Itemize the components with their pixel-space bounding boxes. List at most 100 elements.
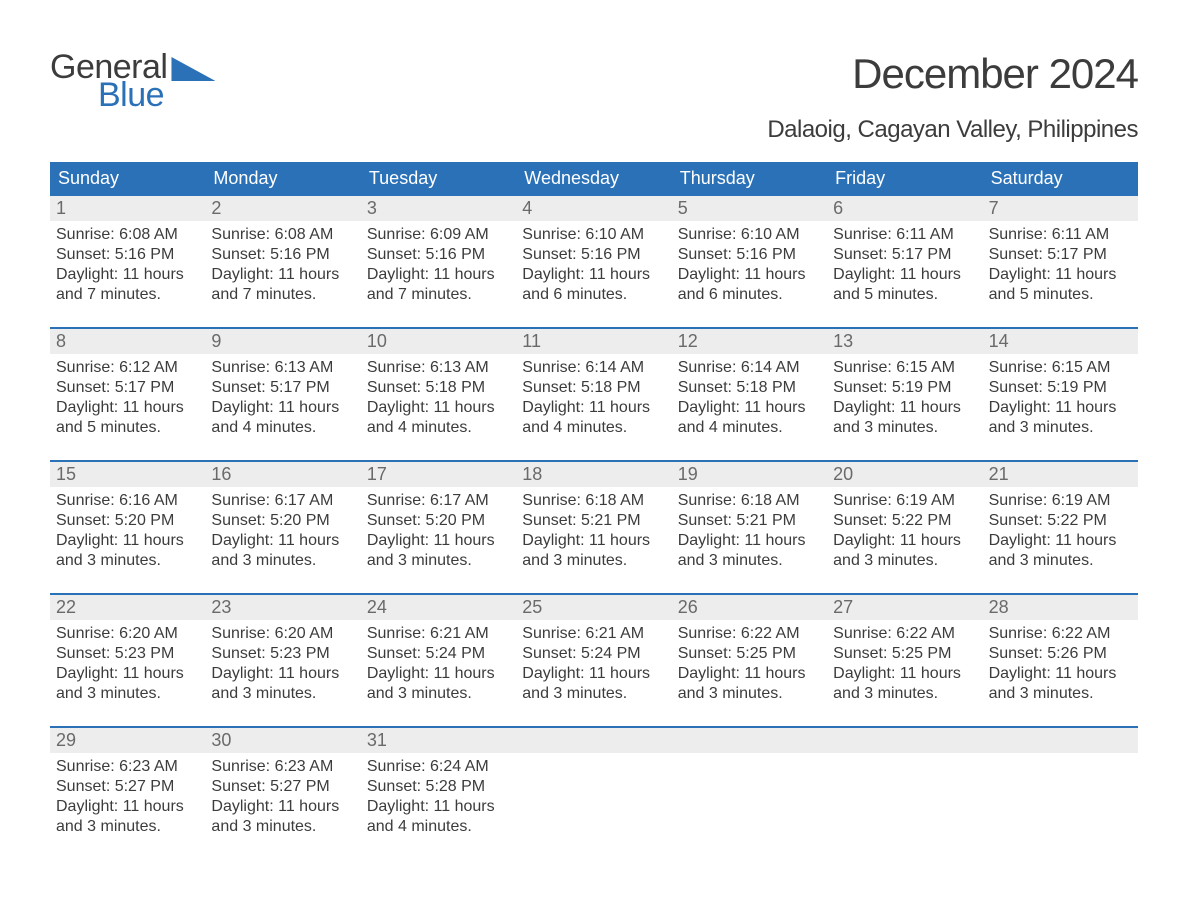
- day-cell: Sunrise: 6:16 AMSunset: 5:20 PMDaylight:…: [50, 487, 205, 579]
- daylight-line: Daylight: 11 hours and 4 minutes.: [678, 398, 821, 438]
- day-cell: Sunrise: 6:23 AMSunset: 5:27 PMDaylight:…: [50, 753, 205, 845]
- day-cell: Sunrise: 6:22 AMSunset: 5:25 PMDaylight:…: [827, 620, 982, 712]
- sunrise-line: Sunrise: 6:11 AM: [989, 225, 1132, 245]
- day-number: 12: [672, 329, 827, 354]
- day-cell: Sunrise: 6:22 AMSunset: 5:25 PMDaylight:…: [672, 620, 827, 712]
- sunrise-line: Sunrise: 6:15 AM: [833, 358, 976, 378]
- day-number: [516, 728, 671, 753]
- sunrise-line: Sunrise: 6:21 AM: [522, 624, 665, 644]
- sunset-line: Sunset: 5:24 PM: [522, 644, 665, 664]
- daylight-line: Daylight: 11 hours and 4 minutes.: [367, 797, 510, 837]
- day-number: 28: [983, 595, 1138, 620]
- sunset-line: Sunset: 5:22 PM: [833, 511, 976, 531]
- weekday-header: Saturday: [983, 162, 1138, 196]
- sunset-line: Sunset: 5:16 PM: [678, 245, 821, 265]
- sunset-line: Sunset: 5:16 PM: [522, 245, 665, 265]
- sunrise-line: Sunrise: 6:10 AM: [522, 225, 665, 245]
- day-number: 5: [672, 196, 827, 221]
- day-cell: Sunrise: 6:24 AMSunset: 5:28 PMDaylight:…: [361, 753, 516, 845]
- day-cell: Sunrise: 6:18 AMSunset: 5:21 PMDaylight:…: [672, 487, 827, 579]
- day-cell: Sunrise: 6:21 AMSunset: 5:24 PMDaylight:…: [516, 620, 671, 712]
- day-cell: Sunrise: 6:13 AMSunset: 5:17 PMDaylight:…: [205, 354, 360, 446]
- day-number-row: 15161718192021: [50, 462, 1138, 487]
- sunset-line: Sunset: 5:26 PM: [989, 644, 1132, 664]
- sunset-line: Sunset: 5:21 PM: [522, 511, 665, 531]
- daylight-line: Daylight: 11 hours and 3 minutes.: [56, 531, 199, 571]
- sunset-line: Sunset: 5:25 PM: [833, 644, 976, 664]
- daylight-line: Daylight: 11 hours and 6 minutes.: [678, 265, 821, 305]
- day-cell: Sunrise: 6:15 AMSunset: 5:19 PMDaylight:…: [827, 354, 982, 446]
- daylight-line: Daylight: 11 hours and 5 minutes.: [989, 265, 1132, 305]
- day-cell: [672, 753, 827, 845]
- day-cell: Sunrise: 6:17 AMSunset: 5:20 PMDaylight:…: [205, 487, 360, 579]
- sunrise-line: Sunrise: 6:08 AM: [211, 225, 354, 245]
- sunset-line: Sunset: 5:16 PM: [367, 245, 510, 265]
- sunset-line: Sunset: 5:27 PM: [56, 777, 199, 797]
- sunset-line: Sunset: 5:16 PM: [56, 245, 199, 265]
- day-content-row: Sunrise: 6:08 AMSunset: 5:16 PMDaylight:…: [50, 221, 1138, 313]
- sunrise-line: Sunrise: 6:23 AM: [56, 757, 199, 777]
- day-number: 29: [50, 728, 205, 753]
- day-number: 7: [983, 196, 1138, 221]
- daylight-line: Daylight: 11 hours and 3 minutes.: [367, 531, 510, 571]
- sunrise-line: Sunrise: 6:23 AM: [211, 757, 354, 777]
- sunset-line: Sunset: 5:20 PM: [367, 511, 510, 531]
- day-cell: Sunrise: 6:22 AMSunset: 5:26 PMDaylight:…: [983, 620, 1138, 712]
- day-number: 15: [50, 462, 205, 487]
- day-number: 3: [361, 196, 516, 221]
- sunrise-line: Sunrise: 6:21 AM: [367, 624, 510, 644]
- sunrise-line: Sunrise: 6:24 AM: [367, 757, 510, 777]
- day-cell: [983, 753, 1138, 845]
- sunset-line: Sunset: 5:17 PM: [989, 245, 1132, 265]
- day-number: 11: [516, 329, 671, 354]
- day-cell: Sunrise: 6:19 AMSunset: 5:22 PMDaylight:…: [827, 487, 982, 579]
- day-number-row: 22232425262728: [50, 595, 1138, 620]
- location-subtitle: Dalaoig, Cagayan Valley, Philippines: [767, 116, 1138, 144]
- sunset-line: Sunset: 5:17 PM: [56, 378, 199, 398]
- month-title: December 2024: [767, 50, 1138, 98]
- day-cell: Sunrise: 6:08 AMSunset: 5:16 PMDaylight:…: [205, 221, 360, 313]
- sunrise-line: Sunrise: 6:13 AM: [211, 358, 354, 378]
- daylight-line: Daylight: 11 hours and 3 minutes.: [989, 398, 1132, 438]
- sunset-line: Sunset: 5:19 PM: [833, 378, 976, 398]
- day-number-row: 1234567: [50, 196, 1138, 221]
- weekday-header: Thursday: [672, 162, 827, 196]
- sunset-line: Sunset: 5:19 PM: [989, 378, 1132, 398]
- day-cell: Sunrise: 6:11 AMSunset: 5:17 PMDaylight:…: [827, 221, 982, 313]
- sunrise-line: Sunrise: 6:17 AM: [367, 491, 510, 511]
- weekday-header: Monday: [205, 162, 360, 196]
- day-number: 30: [205, 728, 360, 753]
- day-number: 27: [827, 595, 982, 620]
- day-cell: Sunrise: 6:14 AMSunset: 5:18 PMDaylight:…: [672, 354, 827, 446]
- daylight-line: Daylight: 11 hours and 3 minutes.: [989, 664, 1132, 704]
- daylight-line: Daylight: 11 hours and 5 minutes.: [833, 265, 976, 305]
- sunrise-line: Sunrise: 6:20 AM: [211, 624, 354, 644]
- daylight-line: Daylight: 11 hours and 7 minutes.: [56, 265, 199, 305]
- sunrise-line: Sunrise: 6:13 AM: [367, 358, 510, 378]
- day-number: 25: [516, 595, 671, 620]
- sunset-line: Sunset: 5:28 PM: [367, 777, 510, 797]
- day-cell: Sunrise: 6:09 AMSunset: 5:16 PMDaylight:…: [361, 221, 516, 313]
- sunrise-line: Sunrise: 6:22 AM: [833, 624, 976, 644]
- sunrise-line: Sunrise: 6:20 AM: [56, 624, 199, 644]
- weekday-header: Wednesday: [516, 162, 671, 196]
- sunrise-line: Sunrise: 6:09 AM: [367, 225, 510, 245]
- day-content-row: Sunrise: 6:16 AMSunset: 5:20 PMDaylight:…: [50, 487, 1138, 579]
- day-cell: Sunrise: 6:10 AMSunset: 5:16 PMDaylight:…: [672, 221, 827, 313]
- day-number: 1: [50, 196, 205, 221]
- day-cell: Sunrise: 6:19 AMSunset: 5:22 PMDaylight:…: [983, 487, 1138, 579]
- sunset-line: Sunset: 5:20 PM: [56, 511, 199, 531]
- day-number-row: 891011121314: [50, 329, 1138, 354]
- daylight-line: Daylight: 11 hours and 5 minutes.: [56, 398, 199, 438]
- sunset-line: Sunset: 5:18 PM: [367, 378, 510, 398]
- sunrise-line: Sunrise: 6:22 AM: [678, 624, 821, 644]
- sunset-line: Sunset: 5:18 PM: [678, 378, 821, 398]
- day-number: 24: [361, 595, 516, 620]
- daylight-line: Daylight: 11 hours and 3 minutes.: [989, 531, 1132, 571]
- day-cell: Sunrise: 6:14 AMSunset: 5:18 PMDaylight:…: [516, 354, 671, 446]
- brand-part2: Blue: [98, 78, 215, 112]
- sunrise-line: Sunrise: 6:17 AM: [211, 491, 354, 511]
- brand-logo: General Blue: [50, 50, 215, 112]
- sunset-line: Sunset: 5:16 PM: [211, 245, 354, 265]
- sunrise-line: Sunrise: 6:11 AM: [833, 225, 976, 245]
